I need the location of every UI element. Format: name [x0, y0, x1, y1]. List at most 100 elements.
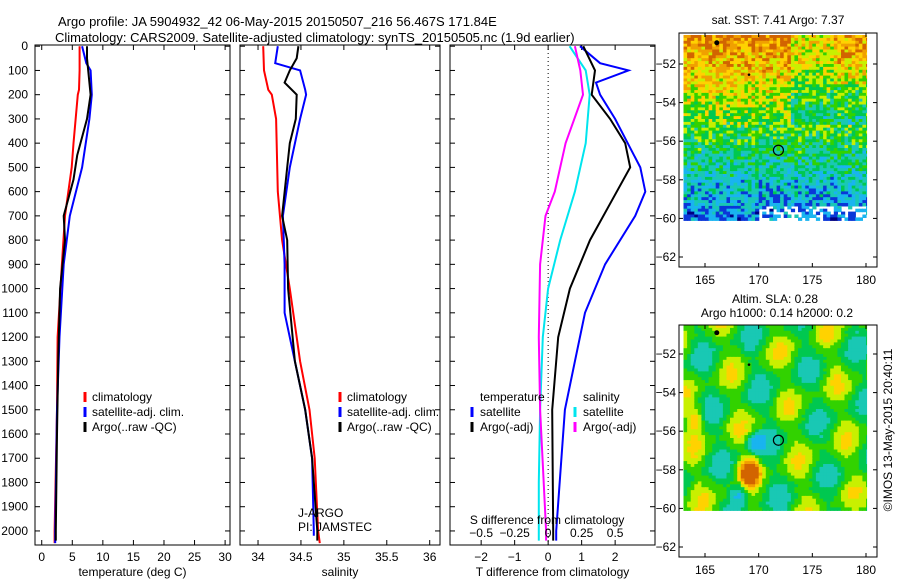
map-cell: [805, 98, 810, 103]
map-cell: [747, 403, 753, 407]
map-cell: [730, 174, 735, 178]
map-cell: [765, 171, 770, 175]
map-cell: [833, 354, 838, 358]
map-cell: [762, 356, 767, 361]
map-cell: [830, 182, 835, 187]
map-cell: [808, 69, 813, 74]
map-cell: [848, 139, 853, 143]
map-cell: [708, 52, 713, 56]
map-cell: [805, 325, 810, 329]
map-cell: [687, 176, 692, 181]
map-cell: [830, 46, 835, 51]
map-cell: [776, 182, 781, 187]
map-cell: [737, 127, 742, 132]
map-cell: [715, 345, 720, 349]
map-cell: [787, 95, 792, 100]
map-cell: [841, 81, 846, 85]
map-cell: [794, 354, 799, 358]
map-cell: [708, 72, 713, 77]
map-cell: [769, 336, 774, 341]
map-cell: [841, 119, 846, 123]
map-cell: [862, 153, 867, 158]
map-cell: [833, 211, 838, 216]
map-cell: [697, 217, 702, 221]
map-cell: [730, 354, 735, 358]
map-cell: [744, 203, 749, 207]
map-cell: [733, 179, 738, 184]
map-cell: [719, 95, 724, 100]
map-cell: [787, 121, 792, 126]
map-cell: [815, 61, 821, 65]
map-cell: [690, 374, 695, 378]
map-cell: [726, 52, 731, 56]
map-cell: [726, 374, 731, 378]
map-cell: [798, 87, 803, 91]
map-cell: [812, 61, 817, 65]
map-cell: [765, 333, 770, 338]
map-cell: [858, 394, 863, 398]
map-cell: [798, 124, 803, 129]
map-cell: [826, 61, 831, 65]
map-cell: [712, 168, 717, 172]
map-cell: [798, 185, 803, 190]
map-cell: [815, 58, 821, 62]
map-cell: [705, 165, 710, 169]
map-cell: [730, 43, 735, 48]
map-cell: [708, 35, 713, 39]
map-cell: [844, 336, 849, 341]
map-cell: [858, 327, 863, 332]
map-cell: [844, 174, 849, 178]
map-cell: [737, 162, 742, 166]
map-cell: [776, 385, 781, 390]
map-cell: [790, 142, 796, 146]
map-cell: [805, 87, 810, 91]
map-cell: [823, 121, 828, 126]
map-cell: [690, 385, 695, 390]
map-cell: [844, 98, 849, 103]
map-cell: [697, 52, 702, 56]
map-cell: [719, 214, 724, 218]
map-cell: [755, 203, 760, 207]
map-cell: [833, 217, 838, 221]
map-cell: [708, 374, 713, 378]
map-cell: [837, 133, 842, 137]
map-cell: [730, 61, 735, 65]
map-cell: [690, 194, 695, 198]
map-cell: [826, 156, 831, 161]
map-cell: [697, 348, 702, 352]
map-cell: [844, 194, 849, 198]
map-cell: [837, 354, 842, 358]
map-cell: [787, 327, 792, 332]
map-cell: [715, 121, 720, 126]
map-cell: [819, 133, 824, 137]
map-cell: [726, 345, 731, 349]
map-cell: [747, 400, 753, 404]
map-cell: [737, 78, 742, 82]
map-cell: [730, 40, 735, 45]
map-cell: [733, 107, 738, 111]
map-cell: [701, 92, 706, 97]
map-cell: [790, 107, 796, 111]
map-cell: [740, 116, 745, 120]
map-cell: [701, 382, 706, 387]
map-cell: [798, 156, 803, 161]
map-cell: [705, 348, 710, 352]
map-cell: [708, 113, 713, 117]
map-cell: [855, 403, 860, 407]
map-cell: [765, 101, 770, 106]
map-cell: [722, 200, 728, 204]
map-cell: [805, 130, 810, 135]
map-cell: [751, 385, 756, 390]
map-cell: [697, 127, 702, 132]
map-cell: [826, 356, 831, 361]
map-cell: [758, 43, 763, 48]
map-cell: [701, 188, 706, 192]
map-cell: [783, 333, 788, 338]
map-cell: [747, 339, 753, 343]
lat-tick-label: −62: [656, 250, 677, 264]
map-cell: [705, 43, 710, 48]
map-cell: [837, 66, 842, 71]
map-cell: [712, 46, 717, 51]
map-cell: [747, 359, 753, 364]
map-cell: [815, 348, 821, 352]
